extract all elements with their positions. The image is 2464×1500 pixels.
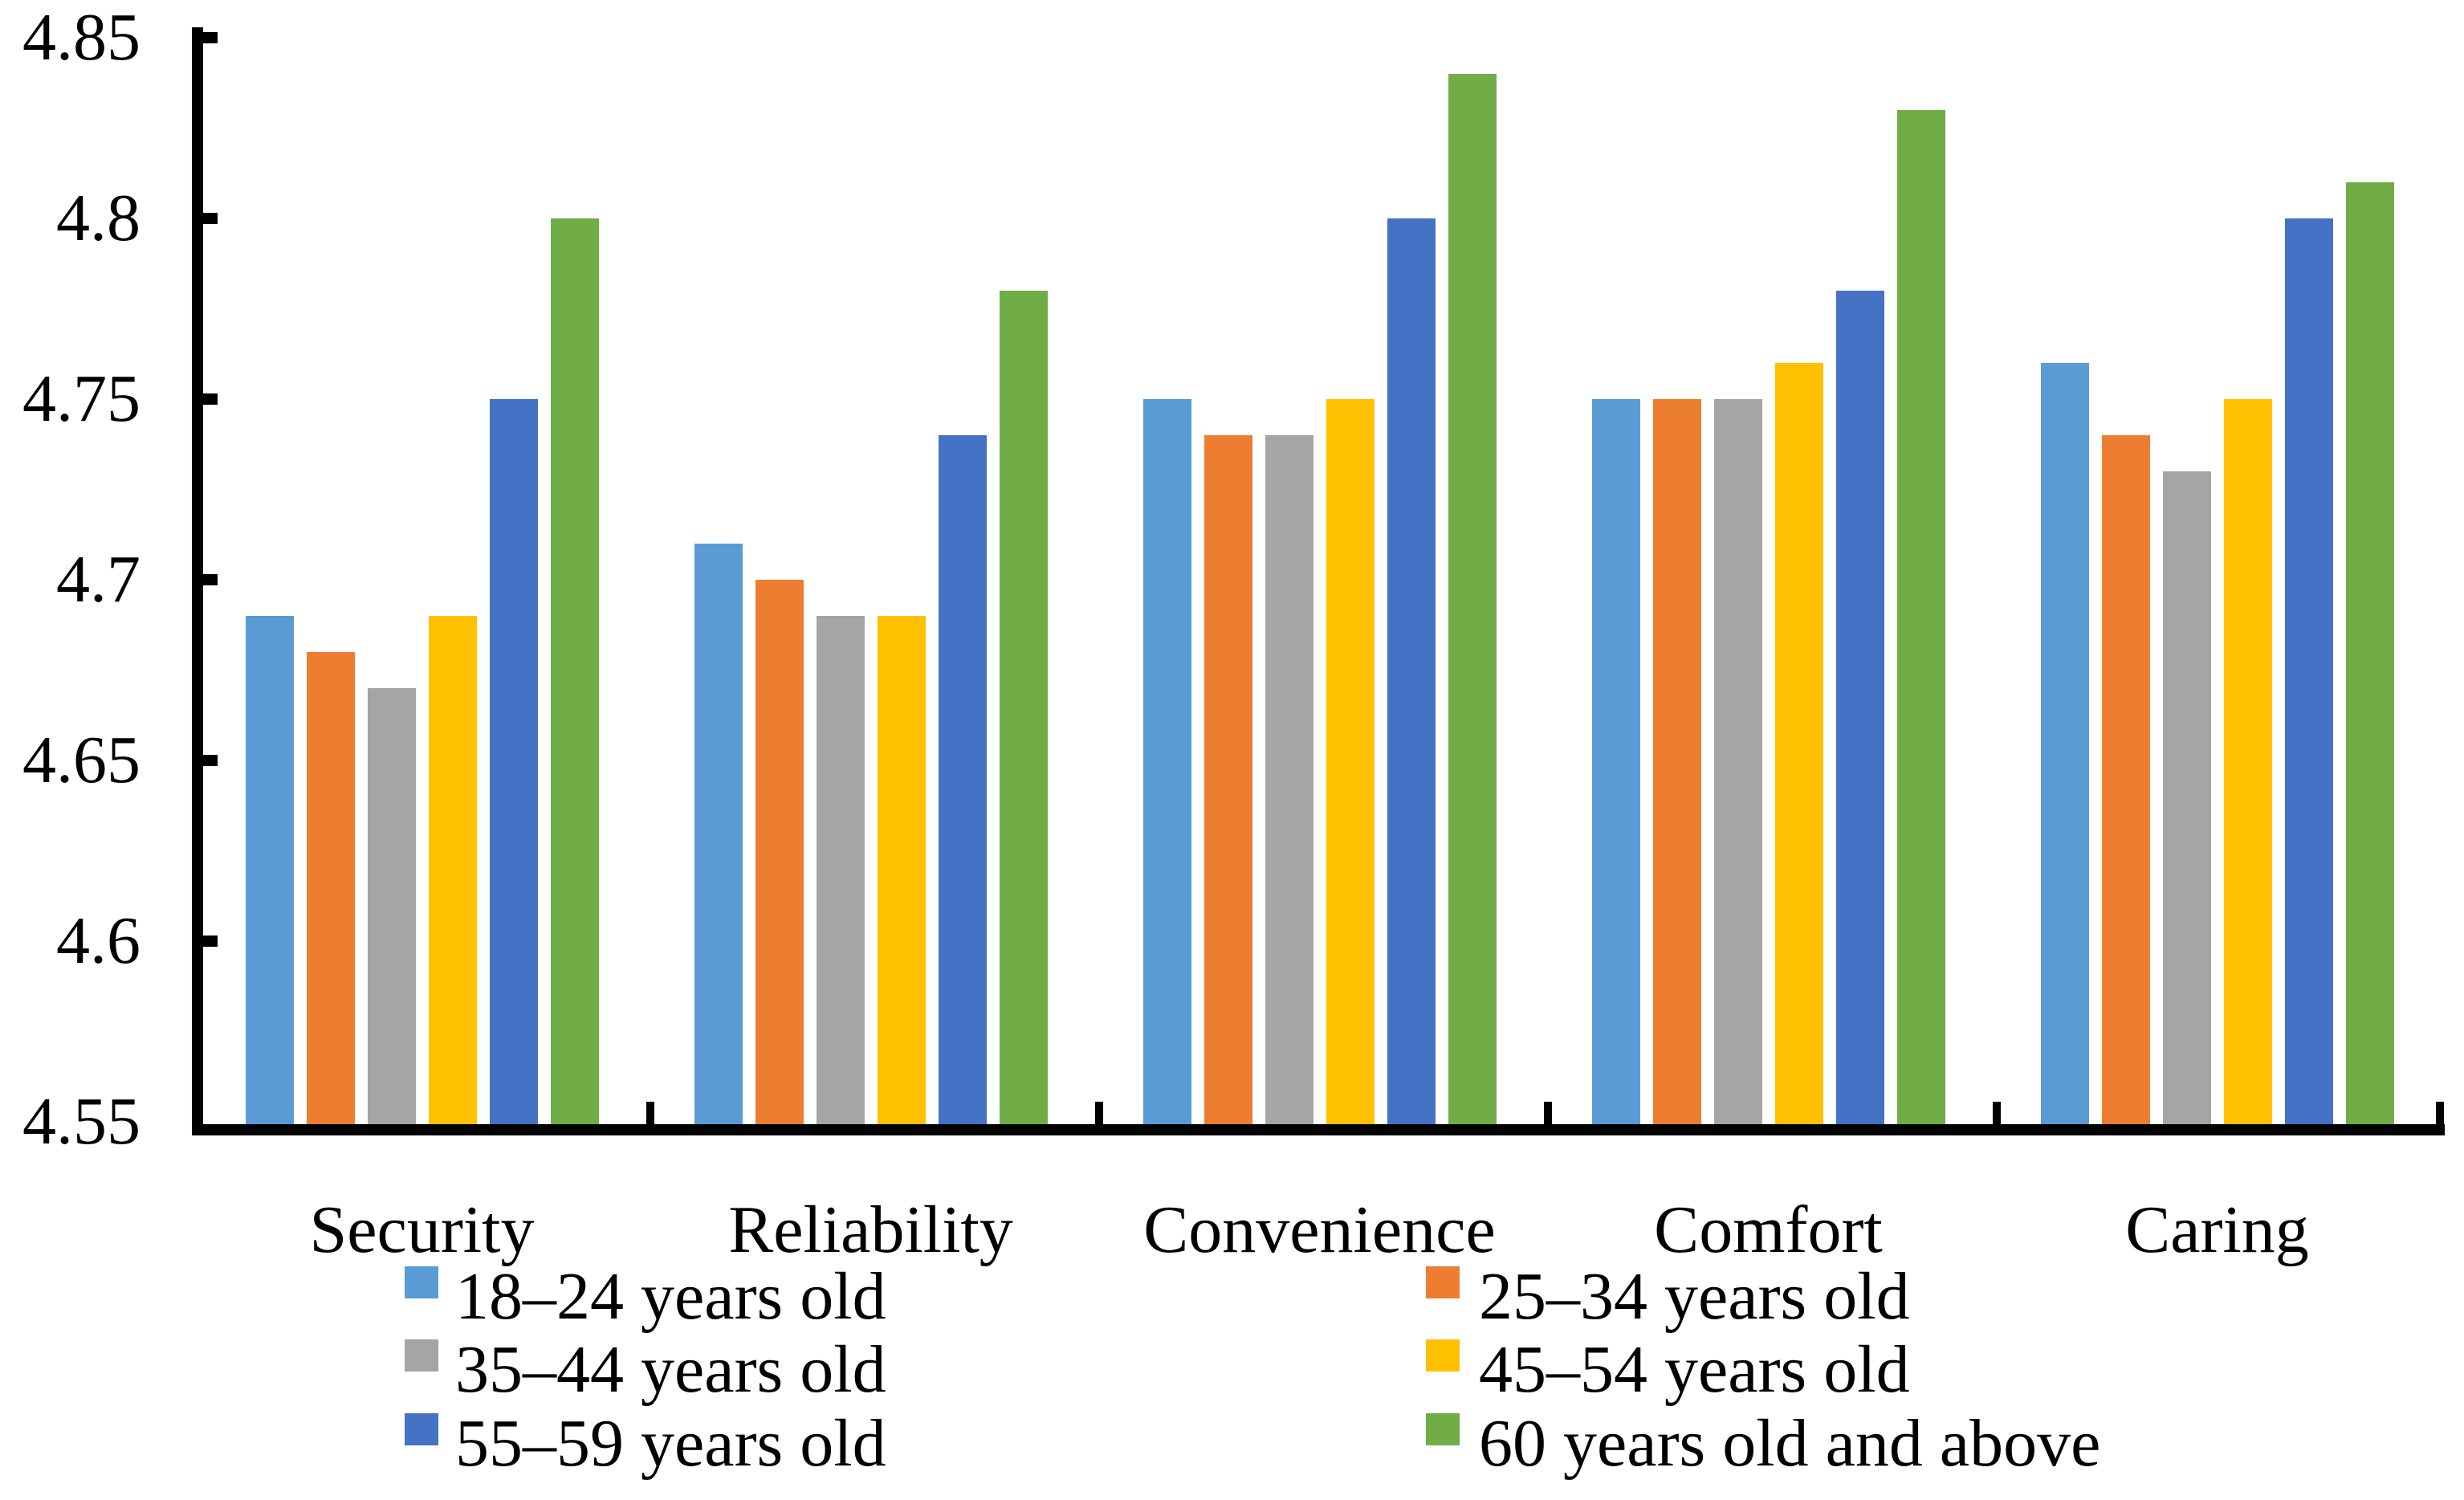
bar [938, 435, 987, 1124]
bar [1265, 435, 1313, 1124]
bar [428, 616, 477, 1124]
category-label: Caring [2125, 1192, 2309, 1267]
legend-label: 25–34 years old [1479, 1259, 1910, 1334]
y-axis-tick [203, 32, 218, 43]
y-axis-tick [203, 755, 218, 766]
x-axis-tick [1993, 1102, 2001, 1124]
x-axis-tick [646, 1102, 654, 1124]
bar [2223, 399, 2272, 1124]
y-axis-tick [203, 935, 218, 947]
y-axis-tick-label: 4.65 [22, 723, 141, 797]
legend-label: 45–54 years old [1479, 1332, 1910, 1407]
y-axis-tick-label: 4.8 [56, 181, 141, 255]
bar [1326, 399, 1375, 1124]
legend-swatch [1426, 1413, 1460, 1445]
bar [694, 544, 743, 1124]
x-axis-tick [1544, 1102, 1552, 1124]
legend-swatch [1426, 1339, 1460, 1372]
category-label: Reliability [728, 1192, 1013, 1267]
legend-label: 55–59 years old [455, 1406, 886, 1481]
category-label: Security [309, 1192, 535, 1267]
bar [877, 616, 926, 1124]
legend-swatch [1426, 1266, 1460, 1298]
bar [1835, 291, 1884, 1124]
bar [2284, 218, 2333, 1124]
bar [816, 616, 865, 1124]
legend-swatch [405, 1339, 438, 1372]
y-axis-tick-label: 4.55 [22, 1084, 141, 1159]
legend-swatch [405, 1413, 438, 1445]
legend-label: 60 years old and above [1479, 1406, 2101, 1481]
bar [1896, 110, 1945, 1124]
bar [489, 399, 538, 1124]
y-axis-tick [203, 213, 218, 224]
bar [1142, 399, 1191, 1124]
y-axis-line [192, 27, 203, 1135]
y-axis-tick-label: 4.85 [22, 0, 141, 75]
y-axis-tick [203, 574, 218, 585]
bar [2040, 363, 2089, 1124]
legend-swatch [405, 1266, 438, 1298]
x-axis-line [192, 1124, 2445, 1135]
y-axis-tick-label: 4.7 [56, 542, 141, 617]
bar [1713, 399, 1762, 1124]
bar [306, 652, 355, 1124]
y-axis-tick-label: 4.75 [22, 361, 141, 436]
bar [1448, 74, 1497, 1124]
bar [550, 218, 599, 1124]
bar [367, 688, 416, 1124]
bar [1774, 363, 1823, 1124]
x-axis-tick [1095, 1102, 1103, 1124]
x-axis-tick [2436, 1102, 2444, 1124]
bar [1652, 399, 1701, 1124]
bar [245, 616, 294, 1124]
bar [1203, 435, 1252, 1124]
bar [999, 291, 1048, 1124]
bar [2101, 435, 2150, 1124]
bar [755, 580, 804, 1124]
bar [1591, 399, 1640, 1124]
legend-label: 18–24 years old [455, 1259, 886, 1334]
legend-label: 35–44 years old [455, 1332, 886, 1407]
bar [2345, 182, 2394, 1124]
y-axis-tick-label: 4.6 [56, 903, 141, 978]
category-label: Convenience [1143, 1192, 1496, 1267]
y-axis-tick [203, 393, 218, 405]
bar [2162, 471, 2211, 1124]
bar [1387, 218, 1436, 1124]
category-label: Comfort [1654, 1192, 1883, 1267]
